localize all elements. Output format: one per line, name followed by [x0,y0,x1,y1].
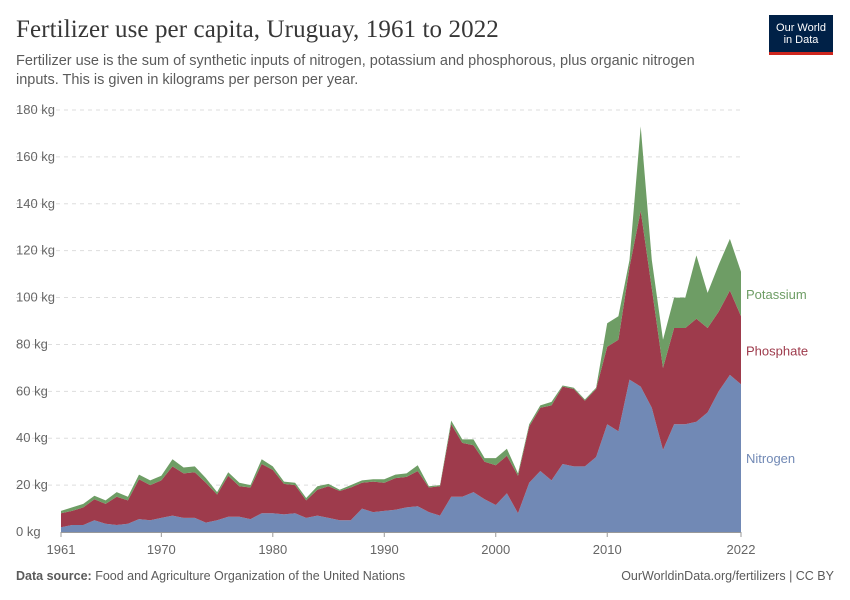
area-nitrogen[interactable] [61,374,741,532]
y-tick-label: 0 kg [16,524,41,539]
chart-subtitle: Fertilizer use is the sum of synthetic i… [16,53,695,88]
area-series [61,126,741,532]
x-tick-label: 1961 [47,542,76,557]
data-source-label: Data source: [16,569,92,583]
x-tick-label: 2022 [727,542,756,557]
y-tick-label: 40 kg [16,430,48,445]
y-tick-label: 160 kg [16,149,55,164]
series-label-phosphate: Phosphate [746,343,808,358]
x-tick-label: 1980 [258,542,287,557]
y-tick-label: 140 kg [16,196,55,211]
x-tick-label: 1990 [370,542,399,557]
x-tick-label: 2010 [593,542,622,557]
y-tick-label: 180 kg [16,102,55,117]
y-tick-label: 80 kg [16,336,48,351]
logo-line-1: Our World [776,21,826,34]
series-label-nitrogen: Nitrogen [746,451,795,466]
axes: 0 kg 20 kg 40 kg 60 kg 80 kg 100 kg 120 kg 140 … [16,102,755,557]
footer-link[interactable]: OurWorldinData.org/fertilizers | CC BY [621,569,834,583]
y-tick-label: 120 kg [16,243,55,258]
y-tick-label: 100 kg [16,290,55,305]
series-labels: Nitrogen Phosphate Potassium [746,287,808,466]
data-source-note: Data source: Food and Agriculture Organi… [16,569,405,583]
y-tick-label: 60 kg [16,383,48,398]
area-phosphate[interactable] [61,210,741,528]
x-tick-label: 1970 [147,542,176,557]
series-label-potassium: Potassium [746,287,807,302]
data-source-text: Food and Agriculture Organization of the… [95,569,406,583]
chart-title: Fertilizer use per capita, Uruguay, 1961… [16,16,499,43]
y-tick-label: 20 kg [16,477,48,492]
logo-line-2: in Data [783,33,819,46]
x-tick-label: 2000 [481,542,510,557]
owid-logo[interactable]: Our World in Data [769,15,833,55]
